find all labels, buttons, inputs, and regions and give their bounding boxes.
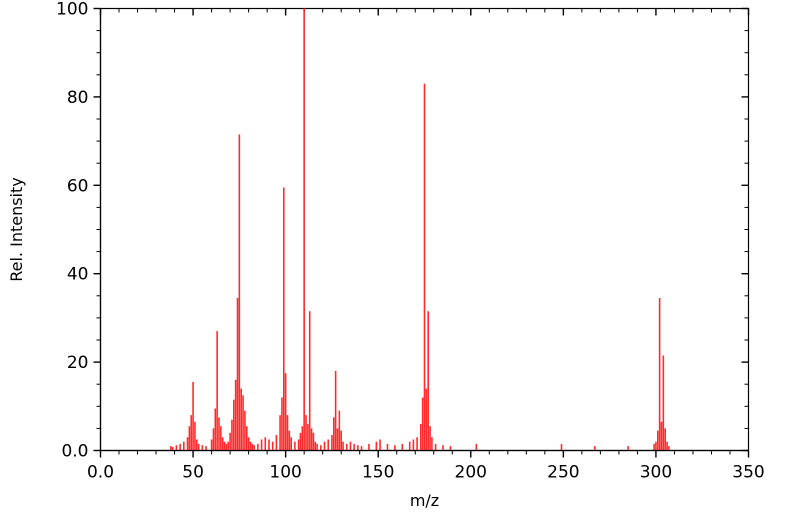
y-tick-label: 40 [67, 265, 89, 285]
y-axis-tick-labels: 0.0 20 40 60 80 100 [56, 0, 88, 462]
x-axis-ticks [99, 8, 750, 458]
y-axis-title: Rel. Intensity [7, 177, 26, 282]
y-axis-ticks [93, 7, 749, 452]
spectrum-peaks [170, 8, 670, 451]
y-tick-label: 80 [67, 88, 89, 108]
x-tick-label: 150 [362, 463, 394, 483]
x-tick-label: 50 [182, 463, 204, 483]
x-tick-label: 0.0 [87, 463, 114, 483]
x-tick-label: 350 [732, 463, 764, 483]
x-tick-label: 250 [547, 463, 579, 483]
y-tick-label: 0.0 [61, 442, 88, 462]
x-tick-label: 200 [455, 463, 487, 483]
y-tick-label: 100 [56, 0, 88, 20]
x-axis-tick-labels: 0.0 50 100 150 200 250 300 350 [87, 463, 765, 483]
x-axis-title: m/z [410, 491, 439, 510]
y-tick-label: 20 [67, 353, 89, 373]
y-tick-label: 60 [67, 176, 89, 196]
x-tick-label: 300 [640, 463, 672, 483]
x-tick-label: 100 [269, 463, 301, 483]
